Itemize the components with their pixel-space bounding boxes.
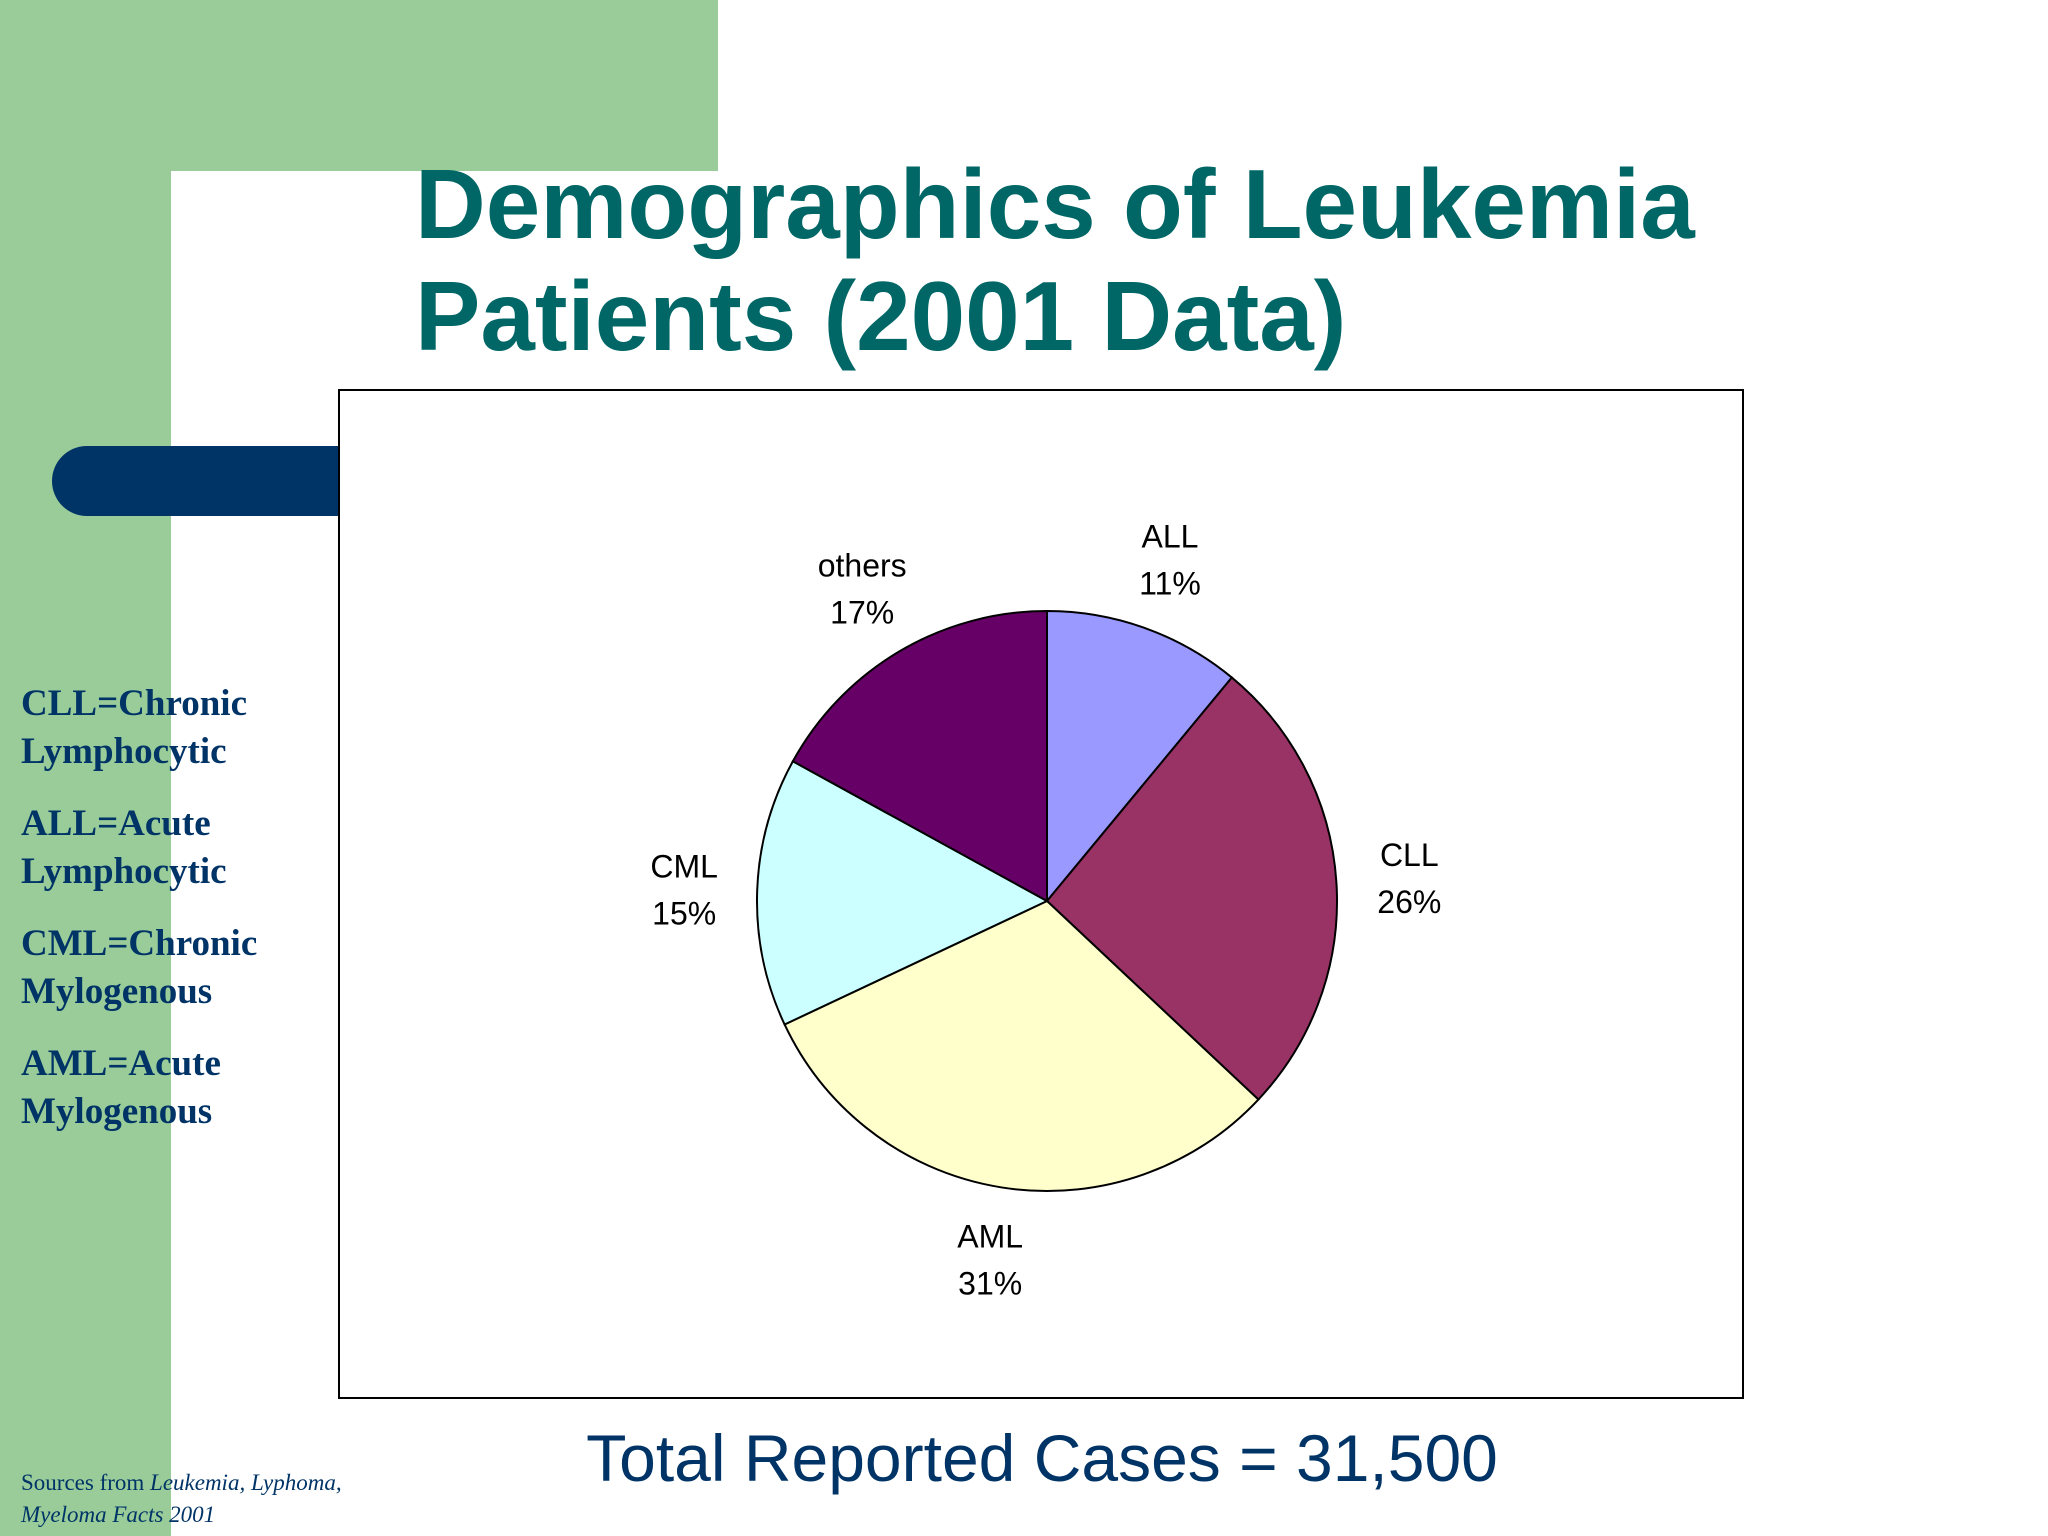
pie-value-label-others: 17% xyxy=(830,595,894,631)
definition-cml: CML=Chronic Mylogenous xyxy=(21,920,321,1016)
pie-label-aml: AML xyxy=(957,1219,1023,1255)
sources-prefix: Sources from xyxy=(21,1470,151,1495)
sources-title-line2: Myeloma Facts 2001 xyxy=(21,1502,216,1527)
pie-label-all: ALL xyxy=(1142,519,1199,555)
total-cases: Total Reported Cases = 31,500 xyxy=(586,1421,1498,1495)
pie-chart: ALL 11% CLL 26% AML 31% CML 15% others 17% xyxy=(650,519,1441,1302)
definition-cll-line1: CLL=Chronic xyxy=(21,683,247,724)
definition-all-line1: ALL=Acute xyxy=(21,803,211,844)
navy-accent-bar xyxy=(52,446,352,516)
pie-slice-others xyxy=(791,609,1048,903)
pie-value-label-cll: 26% xyxy=(1377,884,1441,920)
definition-all: ALL=Acute Lymphocytic xyxy=(21,800,321,896)
sources-title-line1: Leukemia, Lyphoma, xyxy=(150,1470,342,1495)
pie-value-label-cml: 15% xyxy=(652,896,716,932)
definition-cml-line1: CML=Chronic xyxy=(21,923,258,964)
definition-cml-line2: Mylogenous xyxy=(21,971,213,1012)
definition-all-line2: Lymphocytic xyxy=(21,851,227,892)
definition-aml: AML=Acute Mylogenous xyxy=(21,1040,321,1136)
pie-slice-cml xyxy=(756,759,1050,1026)
pie-slice-all xyxy=(1046,609,1234,904)
title-line-2: Patients (2001 Data) xyxy=(415,261,1347,371)
abbreviation-definitions: CLL=Chronic Lymphocytic ALL=Acute Lympho… xyxy=(21,680,321,1160)
pie-slice-aml xyxy=(783,899,1260,1192)
pie-value-label-aml: 31% xyxy=(958,1266,1022,1302)
pie-label-cll: CLL xyxy=(1380,837,1439,873)
green-side-band xyxy=(0,0,171,1536)
definition-aml-line2: Mylogenous xyxy=(21,1091,213,1132)
sources-note: Sources from Leukemia, Lyphoma, Myeloma … xyxy=(21,1467,441,1531)
definition-aml-line1: AML=Acute xyxy=(21,1043,221,1084)
green-top-band xyxy=(0,0,718,171)
slide-title: Demographics of Leukemia Patients (2001 … xyxy=(415,148,1975,372)
definition-cll: CLL=Chronic Lymphocytic xyxy=(21,680,321,776)
title-line-1: Demographics of Leukemia xyxy=(415,149,1695,259)
pie-slice-cll xyxy=(1045,676,1338,1101)
pie-slices xyxy=(756,609,1338,1192)
pie-labels: ALL 11% CLL 26% AML 31% CML 15% others 17% xyxy=(650,519,1441,1302)
definition-cll-line2: Lymphocytic xyxy=(21,731,227,772)
pie-label-others: others xyxy=(818,548,907,584)
pie-chart-frame: ALL 11% CLL 26% AML 31% CML 15% others 17% xyxy=(338,389,1744,1399)
pie-label-cml: CML xyxy=(650,849,718,885)
pie-value-label-all: 11% xyxy=(1139,566,1201,602)
